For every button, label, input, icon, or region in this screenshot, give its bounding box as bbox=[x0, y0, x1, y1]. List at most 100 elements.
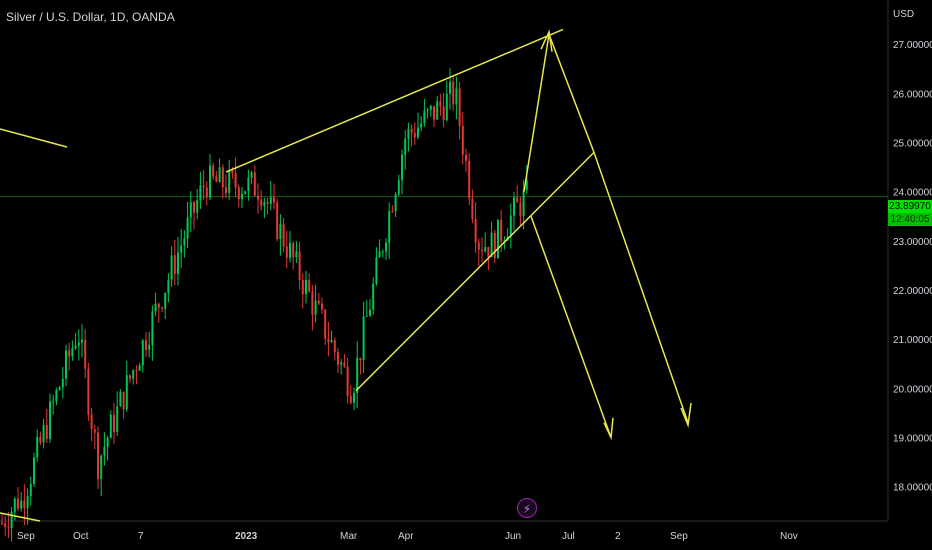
candle-body bbox=[61, 378, 64, 388]
lightning-icon[interactable]: ⚡ bbox=[517, 498, 537, 518]
candle-body bbox=[381, 251, 384, 253]
old-trendline[interactable] bbox=[0, 128, 68, 148]
candle-body bbox=[97, 432, 99, 479]
x-tick-label: Nov bbox=[780, 531, 798, 542]
candle-body bbox=[173, 255, 176, 274]
candle-body bbox=[145, 340, 147, 350]
candle-body bbox=[218, 167, 221, 182]
old-trendline-bottom[interactable] bbox=[0, 512, 41, 522]
candle-body bbox=[391, 211, 394, 213]
candle-body bbox=[13, 498, 16, 512]
candle-body bbox=[17, 498, 19, 509]
chart-title: Silver / U.S. Dollar, 1D, OANDA bbox=[6, 10, 175, 24]
candle-body bbox=[215, 176, 218, 182]
time-axis[interactable]: Sep Oct 7 2023 Mar Apr Jun Jul 2 Sep Nov bbox=[17, 531, 798, 542]
candle-body bbox=[445, 93, 448, 121]
candle-body bbox=[317, 300, 320, 304]
candle-body bbox=[81, 339, 83, 343]
candle-body bbox=[365, 315, 368, 317]
candle-body bbox=[189, 202, 192, 218]
x-tick-label: 2023 bbox=[235, 531, 258, 542]
candle-body bbox=[65, 350, 67, 379]
candle-body bbox=[193, 202, 195, 213]
candle-body bbox=[125, 375, 128, 410]
candle-body bbox=[285, 246, 288, 258]
candle-body bbox=[490, 232, 493, 258]
candle-body bbox=[311, 291, 314, 315]
x-tick-label: Sep bbox=[17, 531, 35, 542]
candle-body bbox=[23, 500, 26, 509]
candle-body bbox=[375, 257, 378, 284]
candle-body bbox=[26, 496, 29, 509]
candle-body bbox=[167, 279, 170, 293]
price-axis[interactable]: 27.00000 26.00000 25.00000 24.00000 23.00000… bbox=[893, 40, 932, 493]
candle-body bbox=[465, 154, 467, 161]
candle-body bbox=[209, 165, 211, 198]
candle-body bbox=[279, 224, 282, 240]
candle-body bbox=[308, 279, 311, 292]
arrowhead-left bbox=[603, 417, 614, 441]
candle-body bbox=[84, 339, 87, 369]
candle-body bbox=[301, 280, 304, 295]
lower-wedge-line[interactable] bbox=[355, 151, 595, 392]
candle-body bbox=[369, 309, 371, 316]
y-tick-label: 20.00000 bbox=[893, 384, 932, 395]
candle-body bbox=[132, 370, 135, 379]
x-tick-label: Mar bbox=[340, 531, 358, 542]
candle-body bbox=[87, 368, 90, 415]
candle-body bbox=[10, 511, 13, 529]
y-tick-label: 23.00000 bbox=[893, 237, 932, 248]
arrowhead-right bbox=[680, 402, 692, 429]
candle-body bbox=[426, 109, 429, 111]
candle-body bbox=[449, 81, 451, 94]
candle-body bbox=[93, 429, 96, 433]
candle-body bbox=[231, 169, 234, 173]
candle-body bbox=[356, 357, 359, 393]
candle-body bbox=[241, 193, 243, 200]
candle-body bbox=[154, 303, 157, 312]
candle-body bbox=[205, 187, 208, 198]
candle-body bbox=[298, 251, 301, 281]
last-price-tag: 23.89970 bbox=[888, 200, 932, 213]
candle-body bbox=[477, 242, 480, 250]
x-tick-label: Oct bbox=[73, 531, 89, 542]
y-tick-label: 21.00000 bbox=[893, 335, 932, 346]
candle-body bbox=[237, 187, 240, 200]
upper-wedge-line[interactable] bbox=[225, 28, 564, 173]
arrowhead-top bbox=[540, 29, 553, 52]
candle-body bbox=[45, 424, 48, 439]
candle-body bbox=[289, 243, 291, 258]
candle-body bbox=[321, 303, 323, 310]
candle-body bbox=[68, 350, 71, 357]
candle-body bbox=[442, 106, 445, 121]
candle-body bbox=[90, 414, 93, 430]
projection-direct-drop[interactable] bbox=[530, 216, 612, 438]
candle-body bbox=[71, 348, 74, 357]
x-tick-label: Sep bbox=[670, 531, 688, 542]
candle-body bbox=[77, 342, 80, 346]
candle-body bbox=[397, 180, 400, 195]
candle-body bbox=[253, 172, 256, 196]
candle-body bbox=[385, 242, 387, 252]
candle-body bbox=[36, 437, 39, 458]
candle-body bbox=[423, 110, 426, 124]
candle-body bbox=[103, 446, 106, 456]
candle-body bbox=[52, 401, 55, 403]
candle-body bbox=[129, 375, 131, 379]
candle-body bbox=[471, 198, 474, 220]
candle-body bbox=[7, 527, 10, 529]
candle-body bbox=[484, 246, 487, 252]
projection-rally-drop[interactable] bbox=[523, 31, 689, 423]
currency-label: USD bbox=[893, 9, 915, 20]
candle-body bbox=[436, 101, 439, 120]
candle-body bbox=[58, 387, 61, 390]
candle-body bbox=[292, 243, 295, 258]
candles-layer bbox=[0, 68, 888, 542]
candle-body bbox=[343, 362, 346, 367]
candle-body bbox=[503, 240, 506, 242]
candle-body bbox=[151, 311, 154, 345]
candle-body bbox=[269, 197, 272, 204]
candle-body bbox=[474, 219, 477, 243]
candle-body bbox=[346, 366, 349, 396]
